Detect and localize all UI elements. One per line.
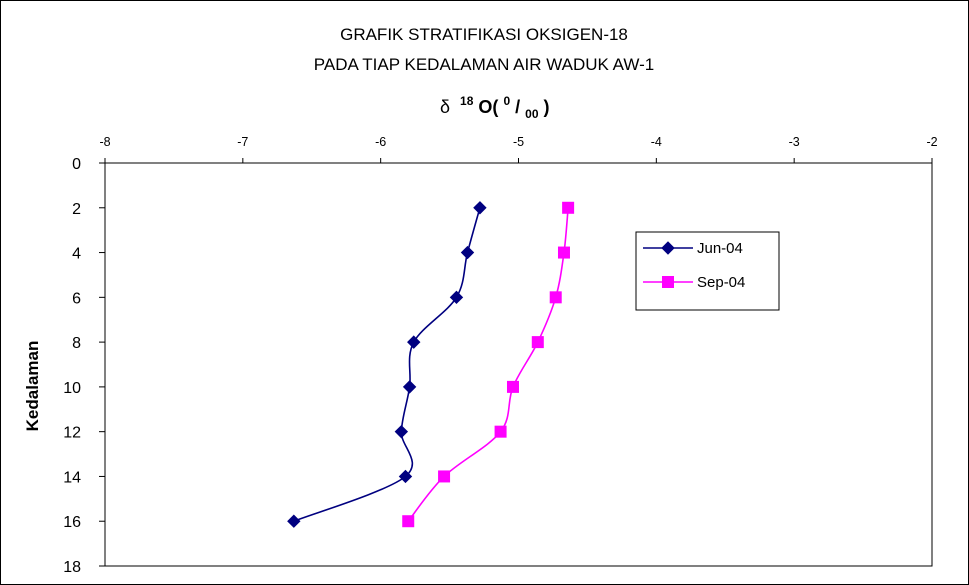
- x-tick-label: -8: [99, 135, 110, 149]
- data-point-jun-04: [402, 380, 417, 394]
- legend-box: [635, 231, 780, 311]
- y-tick-label: 0: [72, 156, 81, 173]
- data-point-jun-04: [394, 424, 409, 439]
- x-axis-label-delta: δ: [440, 97, 450, 117]
- series-sep-04: [402, 201, 575, 528]
- data-point-sep-04: [438, 470, 451, 483]
- data-point-jun-04: [449, 290, 464, 305]
- series-line-jun-04: [293, 207, 481, 522]
- data-point-jun-04: [473, 201, 487, 215]
- legend-item-sep-04: Sep-04: [643, 274, 745, 291]
- x-tick-label: -7: [237, 135, 248, 149]
- y-tick-label: 10: [63, 380, 81, 397]
- series-line-sep-04: [407, 207, 569, 522]
- chart-title: GRAFIK STRATIFIKASI OKSIGEN-18: [340, 25, 628, 44]
- legend-marker-sep-04: [662, 276, 674, 288]
- x-axis-label-sub: 00: [525, 107, 539, 121]
- chart-subtitle: PADA TIAP KEDALAMAN AIR WADUK AW-1: [314, 55, 654, 74]
- data-point-sep-04: [494, 425, 507, 438]
- x-axis-label-main: O(: [478, 97, 498, 117]
- plot-area: [104, 162, 933, 567]
- y-tick-label: 12: [63, 425, 81, 442]
- data-point-sep-04: [557, 246, 570, 259]
- legend-label-sep-04: Sep-04: [697, 274, 745, 291]
- y-axis-label: Kedalaman: [23, 341, 42, 432]
- x-axis-label: δ 18 O( 0 / 00 ): [440, 89, 550, 122]
- x-tick-label: -3: [789, 135, 800, 149]
- y-tick-label: 14: [63, 469, 81, 486]
- x-tick-label: -6: [375, 135, 386, 149]
- data-point-sep-04: [531, 336, 544, 349]
- legend-label-jun-04: Jun-04: [697, 240, 743, 257]
- series-jun-04: [287, 201, 487, 528]
- x-axis-label-sup2: 0: [503, 94, 510, 108]
- x-tick-label: -2: [926, 135, 937, 149]
- legend-item-jun-04: Jun-04: [643, 240, 743, 257]
- legend-marker-jun-04: [661, 241, 675, 255]
- data-point-sep-04: [402, 515, 415, 528]
- data-point-sep-04: [549, 291, 562, 304]
- legend: Jun-04 Sep-04: [635, 231, 780, 311]
- data-point-jun-04: [287, 514, 301, 528]
- y-tick-label: 18: [63, 559, 81, 576]
- x-tick-label: -4: [651, 135, 662, 149]
- x-axis-label-slash: /: [515, 97, 520, 117]
- y-tick-label: 8: [72, 335, 81, 352]
- y-tick-label: 4: [72, 246, 81, 263]
- x-axis-label-sup1: 18: [460, 94, 474, 108]
- x-tick-label: -5: [513, 135, 524, 149]
- y-tick-label: 6: [72, 290, 81, 307]
- data-point-sep-04: [562, 201, 575, 214]
- x-axis-label-close: ): [544, 97, 550, 117]
- y-tick-label: 2: [72, 201, 81, 218]
- data-point-jun-04: [398, 469, 413, 484]
- data-point-jun-04: [460, 245, 475, 260]
- y-tick-label: 16: [63, 514, 81, 531]
- data-point-sep-04: [506, 380, 519, 393]
- data-point-jun-04: [407, 335, 421, 349]
